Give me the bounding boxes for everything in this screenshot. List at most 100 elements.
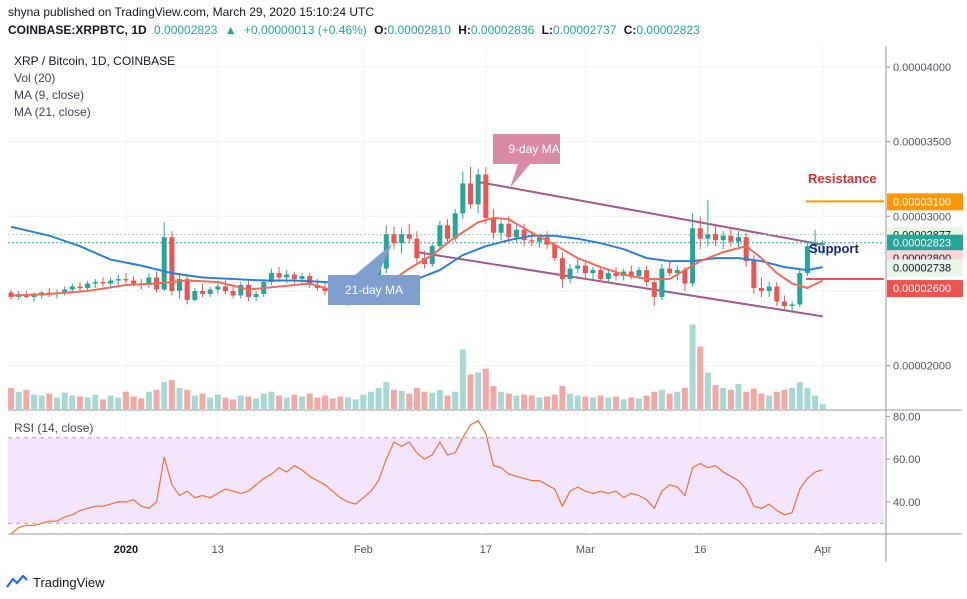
volume-bar bbox=[23, 389, 30, 409]
candle-body bbox=[751, 261, 757, 288]
volume-bar bbox=[635, 398, 642, 409]
tradingview-footer[interactable]: TradingView bbox=[6, 572, 105, 592]
legend-vol: Vol (20) bbox=[14, 71, 55, 85]
candle-body bbox=[131, 280, 137, 284]
volume-bar bbox=[773, 391, 780, 409]
candle-body bbox=[322, 288, 328, 291]
volume-bar bbox=[99, 399, 106, 409]
candle bbox=[797, 268, 803, 308]
volume-bar bbox=[436, 389, 443, 409]
candle bbox=[222, 280, 228, 294]
candle-body bbox=[452, 213, 458, 239]
candle bbox=[789, 301, 795, 312]
volume-bar bbox=[352, 399, 359, 409]
candle-body bbox=[713, 234, 719, 241]
volume-bar bbox=[367, 391, 374, 409]
candle bbox=[184, 274, 190, 305]
tradingview-brand: TradingView bbox=[33, 574, 105, 590]
candle bbox=[46, 288, 52, 297]
price-tag-bg bbox=[887, 280, 963, 298]
candle bbox=[659, 264, 665, 300]
candle bbox=[651, 277, 657, 306]
volume-bar bbox=[812, 395, 819, 409]
time-axis-label: Mar bbox=[576, 544, 595, 556]
candle-body bbox=[567, 268, 573, 280]
volume-bar bbox=[184, 389, 191, 409]
candle-body bbox=[582, 265, 588, 274]
volume-bar bbox=[314, 397, 321, 409]
candle bbox=[812, 229, 818, 256]
candle-body bbox=[736, 237, 742, 242]
candle-body bbox=[468, 183, 474, 205]
rsi-axis[interactable]: 80.00 60.00 40.00 bbox=[886, 411, 921, 509]
volume-bars bbox=[8, 324, 826, 409]
volume-bar bbox=[230, 399, 237, 409]
volume-bar bbox=[597, 395, 604, 409]
low-label: L: bbox=[541, 23, 553, 37]
candle-body bbox=[598, 270, 604, 280]
volume-bar bbox=[38, 395, 45, 409]
candle-body bbox=[115, 279, 121, 281]
candle-body bbox=[253, 293, 259, 297]
volume-bar bbox=[689, 324, 696, 409]
candle bbox=[736, 231, 742, 250]
volume-bar bbox=[781, 389, 788, 409]
volume-bar bbox=[590, 397, 597, 409]
candle bbox=[154, 271, 160, 293]
candle-body bbox=[146, 277, 152, 286]
open-value: 0.00002810 bbox=[387, 23, 451, 37]
candle-body bbox=[62, 289, 68, 293]
volume-bar bbox=[413, 387, 420, 409]
candle bbox=[177, 273, 183, 299]
legend-ma21: MA (21, close) bbox=[14, 105, 91, 119]
volume-bar bbox=[666, 393, 673, 409]
volume-bar bbox=[138, 398, 145, 409]
candle bbox=[92, 279, 98, 288]
volume-bar bbox=[551, 394, 558, 409]
volume-bar bbox=[796, 382, 803, 409]
candle-body bbox=[268, 273, 274, 283]
candle-body bbox=[422, 258, 428, 265]
candle bbox=[490, 208, 496, 239]
candle-body bbox=[667, 268, 673, 274]
candle-body bbox=[92, 282, 98, 284]
price-tag: 0.00002738 bbox=[887, 259, 963, 277]
candle-body bbox=[559, 258, 565, 280]
candle bbox=[475, 168, 481, 214]
candle bbox=[284, 270, 290, 284]
candle bbox=[575, 258, 581, 274]
ma21-line bbox=[10, 225, 823, 286]
candle bbox=[713, 223, 719, 247]
candle-body bbox=[628, 271, 634, 277]
legend-ma9: MA (9, close) bbox=[14, 88, 84, 102]
candle-body bbox=[460, 183, 466, 214]
time-axis[interactable]: 2020 13 Feb 17 Mar 16 Apr bbox=[114, 544, 832, 556]
high-label: H: bbox=[458, 23, 471, 37]
volume-bar bbox=[383, 382, 390, 409]
candle bbox=[598, 267, 604, 283]
volume-bar bbox=[176, 387, 183, 409]
price-tags: 0.000031000.000028770.0000282308:49:370.… bbox=[887, 193, 963, 298]
last-price: 0.00002823 bbox=[154, 23, 218, 37]
volume-bar bbox=[8, 387, 15, 409]
candle bbox=[399, 228, 405, 254]
candle bbox=[445, 219, 451, 244]
candle-body bbox=[774, 286, 780, 302]
volume-bar bbox=[406, 393, 413, 409]
volume-bar bbox=[804, 387, 811, 409]
volume-bar bbox=[253, 398, 260, 409]
candle bbox=[690, 213, 696, 287]
volume-bar bbox=[490, 385, 497, 409]
price-axis[interactable]: 0.000040000.000035000.000030000.00002500… bbox=[886, 62, 951, 373]
volume-bar bbox=[651, 391, 658, 409]
volume-bar bbox=[704, 372, 711, 409]
volume-bar bbox=[199, 393, 206, 409]
volume-bar bbox=[674, 391, 681, 409]
candle bbox=[291, 271, 297, 284]
volume-bar bbox=[643, 395, 650, 409]
price-tag-bg bbox=[887, 234, 963, 252]
candle bbox=[613, 267, 619, 281]
candle-body bbox=[184, 279, 190, 300]
volume-bar bbox=[421, 391, 428, 409]
